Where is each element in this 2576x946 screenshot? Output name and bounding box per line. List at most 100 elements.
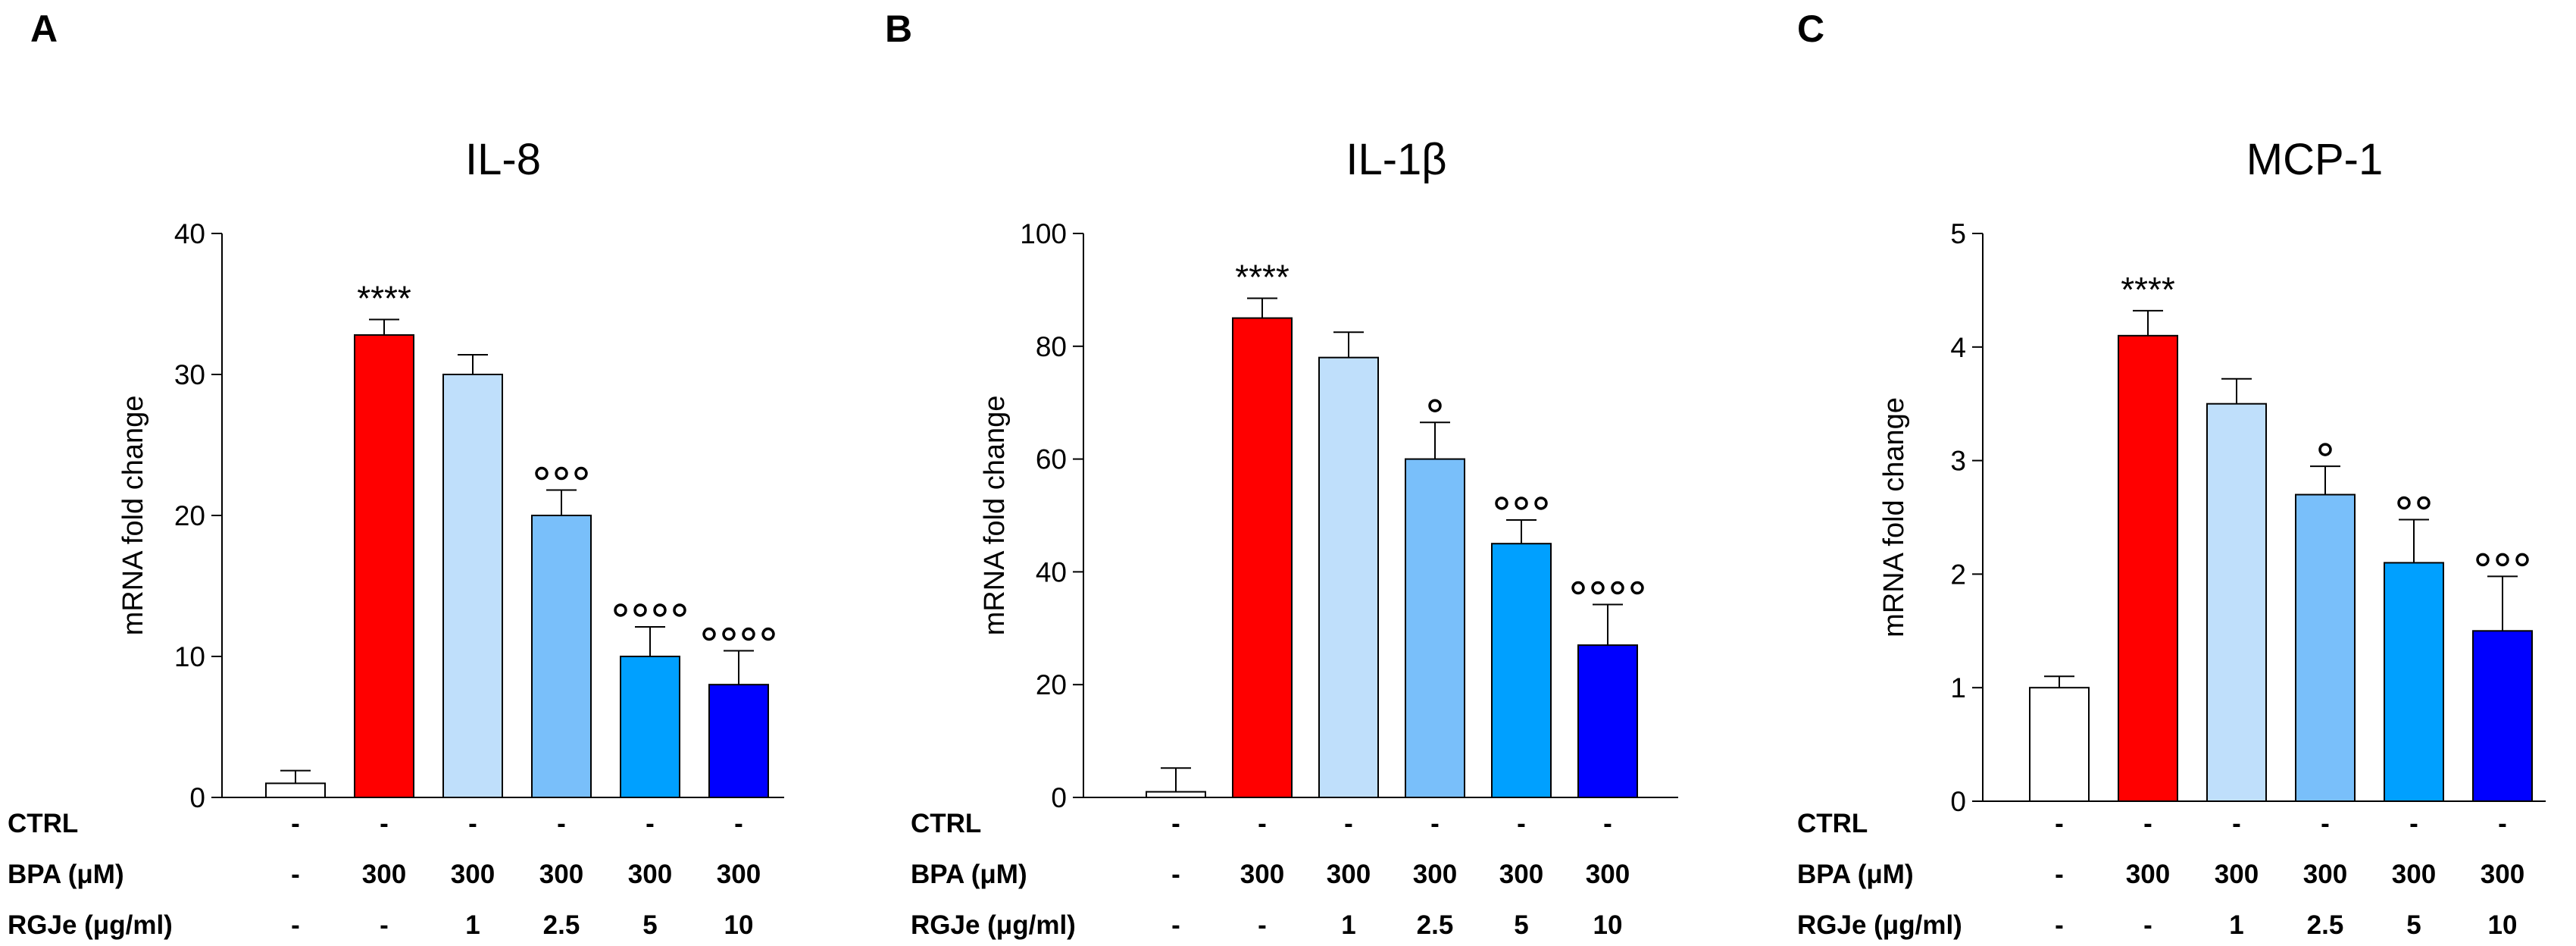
significance-marker bbox=[2318, 443, 2332, 456]
y-axis-label: mRNA fold change bbox=[117, 396, 149, 636]
condition-value: 300 bbox=[451, 860, 495, 889]
y-axis-label: mRNA fold change bbox=[979, 396, 1011, 636]
significance-marker bbox=[633, 603, 647, 617]
row-label-ctrl: CTRL bbox=[911, 809, 981, 838]
panel-letter: B bbox=[885, 8, 912, 50]
y-tick-label: 0 bbox=[1950, 786, 1966, 817]
bar bbox=[1318, 356, 1379, 798]
significance-marker bbox=[653, 603, 667, 617]
condition-value: 10 bbox=[724, 910, 754, 940]
condition-value: - bbox=[646, 809, 655, 838]
condition-value: 1 bbox=[2229, 910, 2243, 940]
row-label-ctrl: CTRL bbox=[8, 809, 78, 838]
condition-value: - bbox=[1430, 809, 1440, 838]
bar bbox=[2472, 630, 2533, 802]
y-axis-label: mRNA fold change bbox=[1878, 397, 1910, 637]
bar bbox=[1146, 791, 1206, 799]
y-tick-label: 20 bbox=[174, 500, 205, 531]
y-tick-label: 1 bbox=[1950, 672, 1966, 703]
significance-marker bbox=[673, 603, 686, 617]
y-tick-label: 10 bbox=[174, 641, 205, 672]
bar bbox=[2118, 334, 2178, 802]
condition-value: 300 bbox=[2481, 860, 2524, 889]
condition-value: - bbox=[2055, 910, 2064, 940]
condition-value: - bbox=[291, 860, 300, 889]
panel-letter: C bbox=[1797, 8, 1824, 50]
significance-marker bbox=[1495, 496, 1508, 510]
significance-marker bbox=[555, 466, 568, 481]
significance-label: **** bbox=[2121, 270, 2175, 309]
bar bbox=[265, 782, 326, 799]
bar bbox=[2295, 493, 2356, 802]
condition-value: - bbox=[1171, 860, 1180, 889]
significance-label: oooo bbox=[614, 603, 686, 617]
condition-value: - bbox=[1258, 910, 1267, 940]
significance-marker bbox=[722, 627, 736, 641]
row-label-bpa: BPA (μM) bbox=[1797, 860, 1914, 889]
significance-marker bbox=[742, 627, 755, 641]
condition-value: - bbox=[2055, 860, 2064, 889]
bar bbox=[354, 334, 414, 799]
row-label-rgje: RGJe (μg/ml) bbox=[911, 910, 1076, 940]
condition-value: 5 bbox=[642, 910, 657, 940]
condition-value: - bbox=[1171, 809, 1180, 838]
condition-value: 2.5 bbox=[543, 910, 580, 940]
significance-marker bbox=[2515, 553, 2529, 567]
y-tick-label: 0 bbox=[1051, 782, 1067, 813]
condition-value: 300 bbox=[2215, 860, 2259, 889]
condition-value: - bbox=[2143, 910, 2152, 940]
condition-value: 300 bbox=[628, 860, 672, 889]
panel-letter: A bbox=[30, 8, 58, 50]
y-tick-label: 40 bbox=[174, 218, 205, 249]
condition-value: - bbox=[2321, 809, 2330, 838]
condition-value: - bbox=[2143, 809, 2152, 838]
bar bbox=[2206, 403, 2267, 802]
bar bbox=[442, 374, 503, 798]
significance-marker bbox=[574, 466, 588, 481]
condition-value: 300 bbox=[1413, 860, 1457, 889]
bar bbox=[1405, 458, 1465, 798]
condition-value: 300 bbox=[2303, 860, 2347, 889]
y-tick-label: 30 bbox=[174, 359, 205, 390]
condition-value: 300 bbox=[1327, 860, 1371, 889]
condition-value: 300 bbox=[1499, 860, 1543, 889]
row-label-ctrl: CTRL bbox=[1797, 809, 1868, 838]
condition-value: 300 bbox=[1240, 860, 1284, 889]
condition-value: - bbox=[1171, 910, 1180, 940]
condition-value: 5 bbox=[2406, 910, 2421, 940]
condition-value: 300 bbox=[717, 860, 761, 889]
significance-label: ooo bbox=[1495, 496, 1548, 510]
row-label-rgje: RGJe (μg/ml) bbox=[8, 910, 173, 940]
condition-value: - bbox=[734, 809, 743, 838]
row-label-bpa: BPA (μM) bbox=[911, 860, 1027, 889]
significance-marker bbox=[614, 603, 627, 617]
condition-value: 300 bbox=[362, 860, 406, 889]
significance-label: oooo bbox=[1571, 581, 1644, 595]
significance-label: o bbox=[2318, 443, 2332, 456]
condition-value: 300 bbox=[2392, 860, 2436, 889]
significance-label: oo bbox=[2397, 496, 2431, 510]
condition-value: 10 bbox=[1593, 910, 1623, 940]
significance-marker bbox=[2397, 496, 2411, 510]
condition-value: 300 bbox=[539, 860, 583, 889]
y-tick-label: 60 bbox=[1036, 444, 1067, 475]
condition-value: - bbox=[1517, 809, 1526, 838]
y-tick-label: 5 bbox=[1950, 218, 1966, 249]
significance-marker bbox=[2496, 553, 2509, 567]
significance-marker bbox=[1611, 581, 1624, 595]
y-tick-label: 40 bbox=[1036, 556, 1067, 587]
bar bbox=[1491, 543, 1552, 798]
significance-marker bbox=[2417, 496, 2431, 510]
condition-value: - bbox=[2409, 809, 2418, 838]
condition-value: 2.5 bbox=[2307, 910, 2344, 940]
significance-marker bbox=[1534, 496, 1548, 510]
y-tick-label: 2 bbox=[1950, 559, 1966, 590]
significance-label: **** bbox=[357, 278, 411, 318]
y-tick-label: 20 bbox=[1036, 669, 1067, 700]
significance-label: ooo bbox=[2476, 553, 2529, 567]
condition-value: - bbox=[380, 809, 389, 838]
